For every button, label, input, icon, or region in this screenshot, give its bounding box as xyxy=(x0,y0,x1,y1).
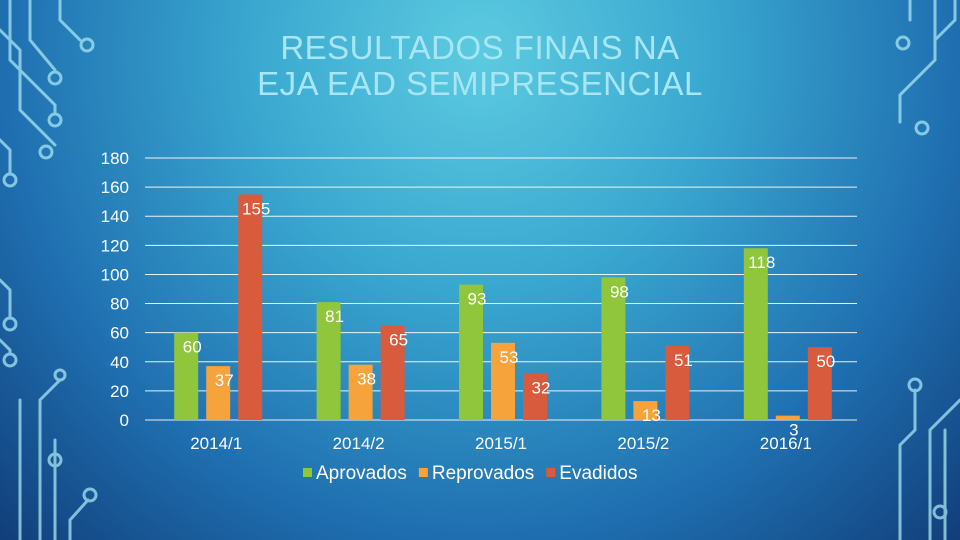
data-label: 32 xyxy=(532,378,551,397)
data-label: 37 xyxy=(215,371,234,390)
bar-aprovados xyxy=(743,248,768,420)
bar-evadidos xyxy=(807,347,832,420)
y-tick-label: 160 xyxy=(101,178,129,197)
bar-reprovados xyxy=(775,415,800,420)
x-tick-label: 2014/1 xyxy=(190,434,242,453)
bar-evadidos xyxy=(523,373,547,420)
data-label: 3 xyxy=(789,421,798,440)
data-label: 60 xyxy=(183,338,202,357)
bar-evadidos xyxy=(380,325,405,420)
y-tick-label: 20 xyxy=(110,382,129,401)
data-label: 13 xyxy=(642,406,661,425)
bar-evadidos xyxy=(665,345,690,420)
legend-entry: Aprovados xyxy=(316,463,407,484)
y-tick-label: 40 xyxy=(110,353,129,372)
chart-title: RESULTADOS FINAIS NA EJA EAD SEMIPRESENC… xyxy=(180,30,780,102)
data-label: 65 xyxy=(389,330,408,349)
y-tick-label: 180 xyxy=(101,149,129,168)
bar-aprovados xyxy=(174,332,199,420)
data-label: 81 xyxy=(325,307,344,326)
bar-aprovados xyxy=(316,302,341,420)
legend-entry: Evadidos xyxy=(559,463,637,484)
chart-title-line-1: RESULTADOS FINAIS NA xyxy=(280,29,680,66)
bar-reprovados xyxy=(633,401,658,420)
y-tick-label: 0 xyxy=(120,411,129,430)
legend-swatch xyxy=(546,468,556,477)
legend-entry: Reprovados xyxy=(432,463,534,484)
data-label: 50 xyxy=(816,352,835,371)
data-label: 38 xyxy=(357,370,376,389)
data-label: 51 xyxy=(674,351,693,370)
y-tick-label: 120 xyxy=(101,236,129,255)
chart-title-line-2: EJA EAD SEMIPRESENCIAL xyxy=(257,65,703,102)
data-label: 53 xyxy=(500,348,519,367)
bar-reprovados xyxy=(491,342,515,420)
y-tick-label: 60 xyxy=(110,324,129,343)
x-tick-label: 2015/1 xyxy=(475,434,527,453)
bar-reprovados xyxy=(348,364,373,420)
bar-aprovados xyxy=(459,284,483,420)
data-label: 118 xyxy=(748,253,775,272)
data-label: 155 xyxy=(242,199,270,218)
bar-reprovados xyxy=(206,366,231,420)
data-label: 98 xyxy=(610,282,629,301)
data-label: 93 xyxy=(468,290,487,309)
x-tick-label: 2014/2 xyxy=(333,434,385,453)
x-tick-label: 2016/1 xyxy=(760,434,812,453)
y-tick-label: 140 xyxy=(101,207,129,226)
y-tick-label: 80 xyxy=(110,295,129,314)
bar-aprovados xyxy=(601,277,626,420)
legend-swatch xyxy=(418,468,428,477)
bar-evadidos xyxy=(238,194,263,420)
x-tick-label: 2015/2 xyxy=(617,434,669,453)
y-tick-label: 100 xyxy=(101,265,129,284)
legend-swatch xyxy=(303,468,312,477)
